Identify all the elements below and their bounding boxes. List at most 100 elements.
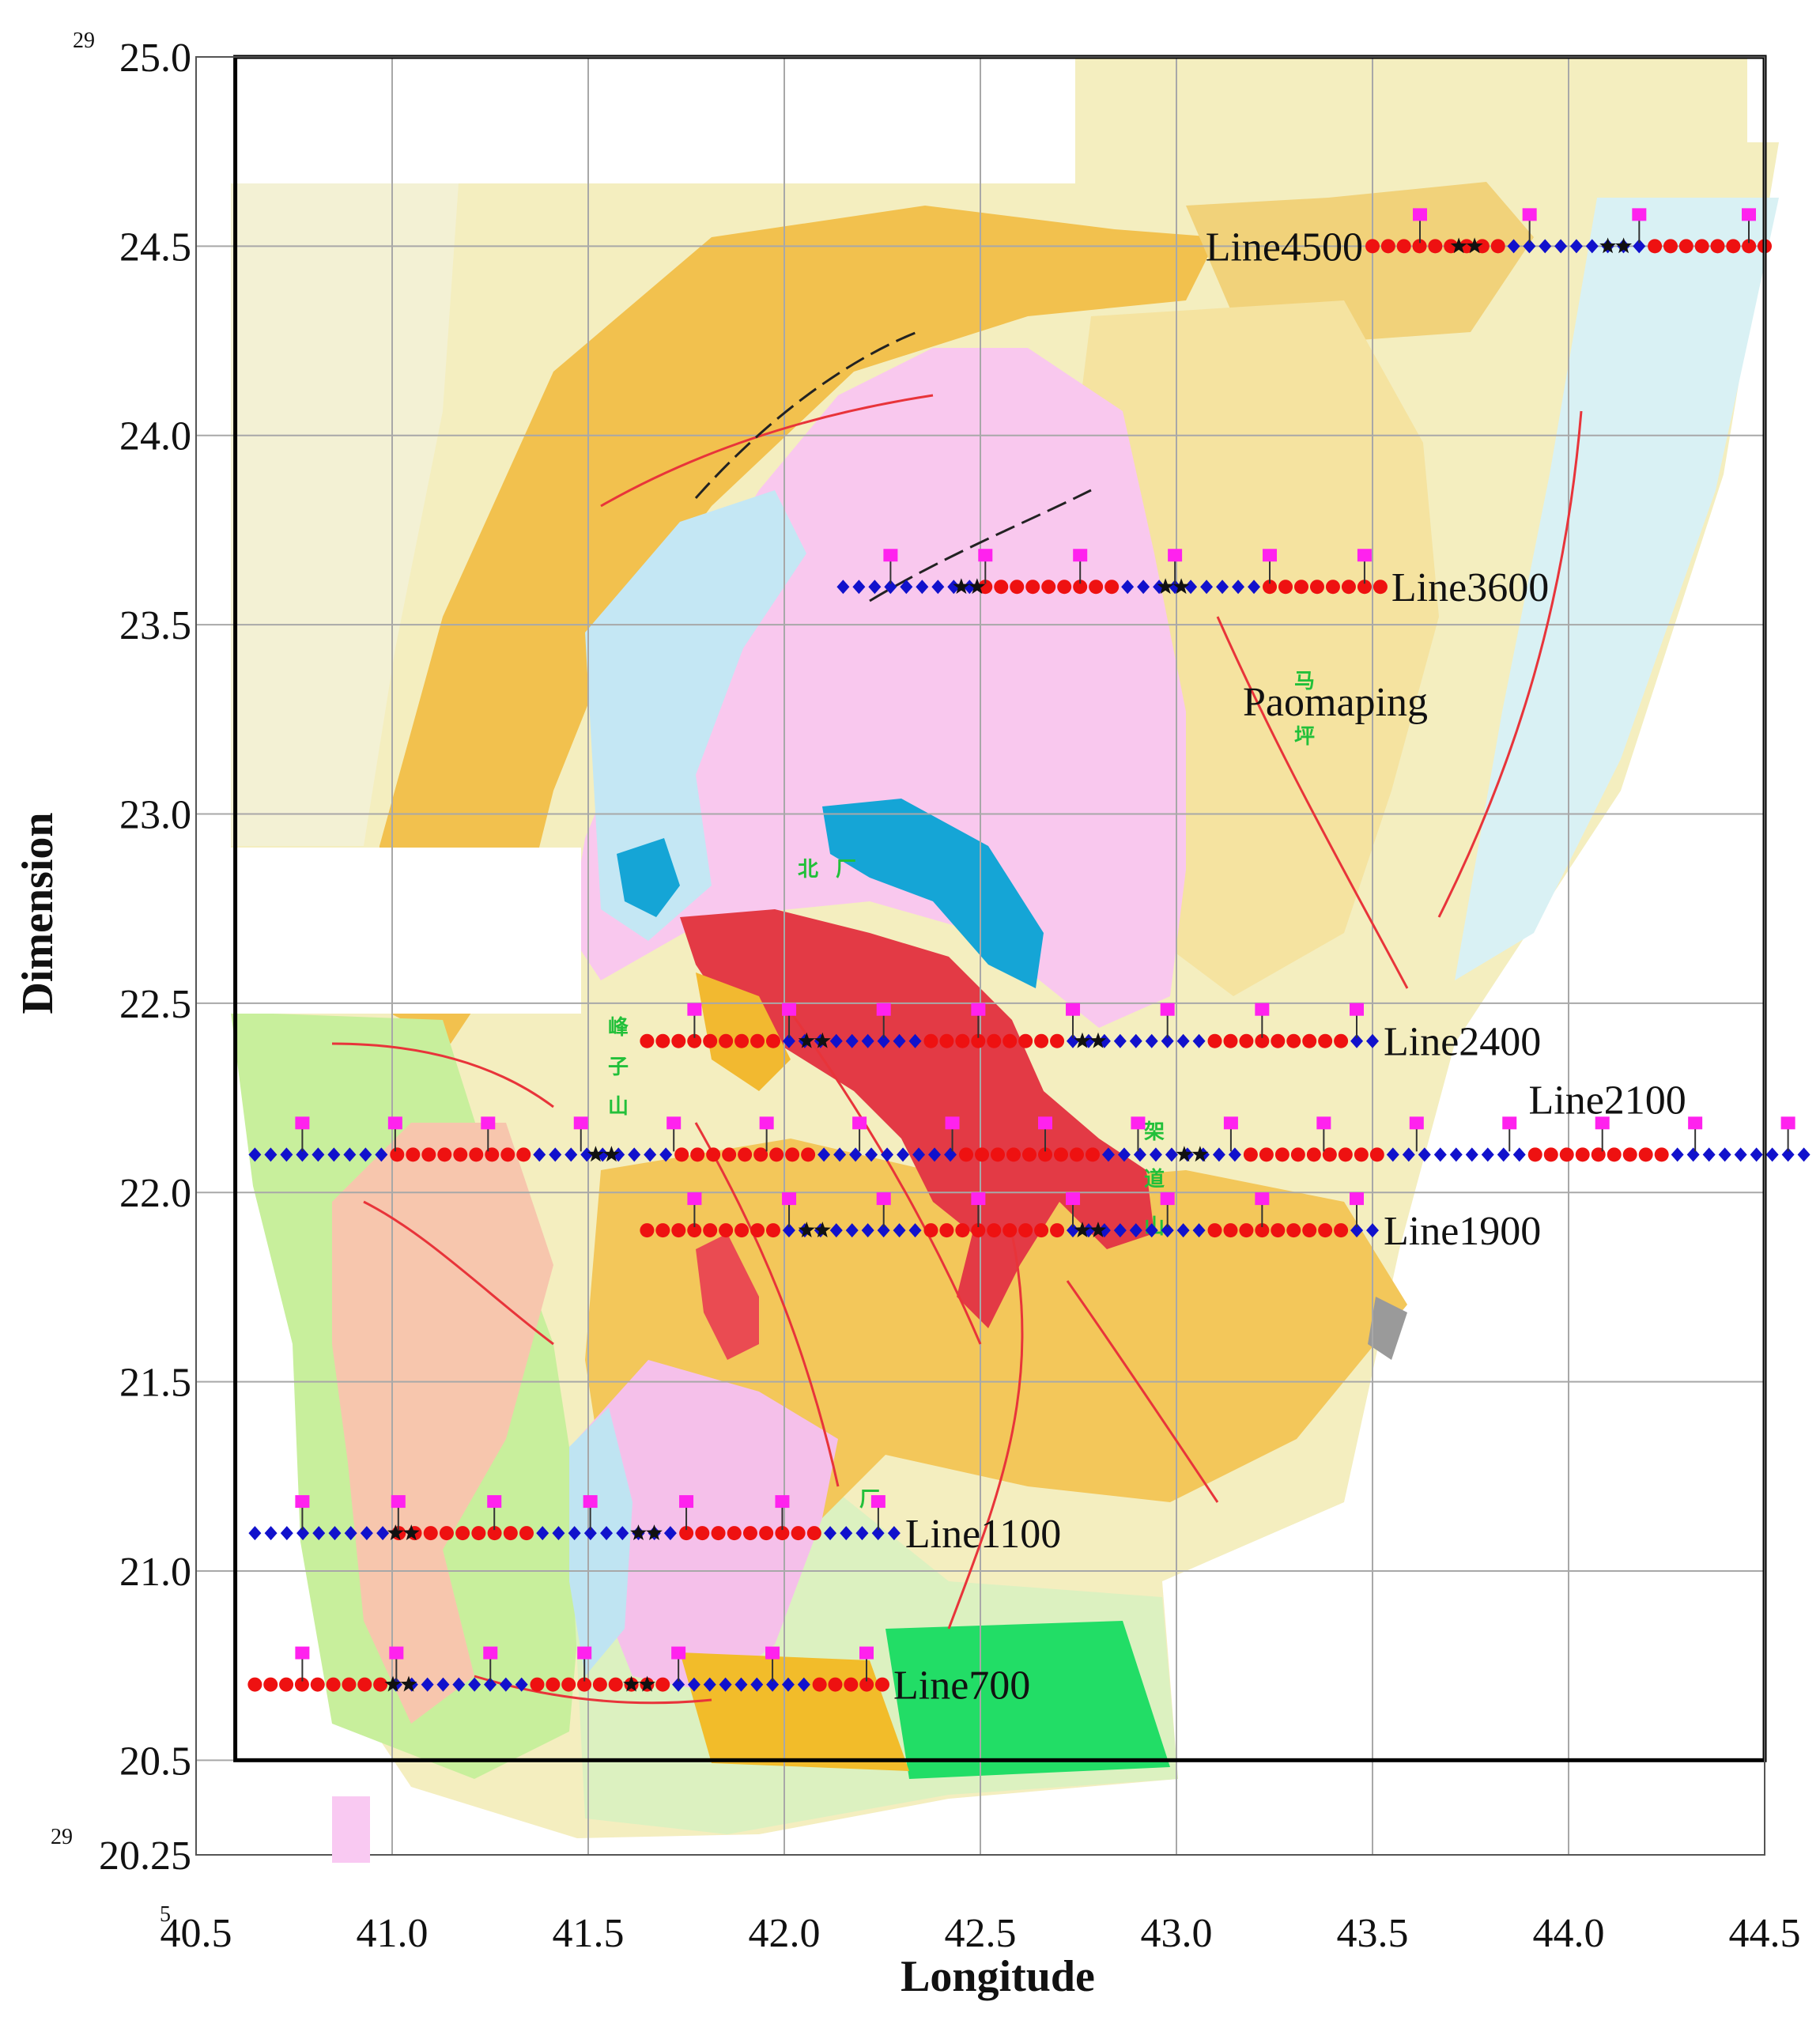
- blue-diamond-point: [360, 1526, 373, 1541]
- blue-diamond-point: [877, 1223, 890, 1238]
- blue-diamond-point: [499, 1677, 512, 1692]
- blue-diamond-point: [1161, 1223, 1174, 1238]
- magenta-square-marker: [883, 549, 898, 562]
- red-circle-point: [546, 1677, 561, 1692]
- red-circle-point: [975, 1147, 990, 1162]
- red-circle-point: [655, 1677, 670, 1692]
- red-circle-point: [1622, 1147, 1637, 1162]
- blue-diamond-point: [1734, 1147, 1747, 1162]
- blue-diamond-point: [600, 1526, 614, 1541]
- x-tick-label: 44.5: [1729, 1911, 1801, 1956]
- red-circle-point: [1710, 239, 1725, 254]
- red-circle-point: [1041, 580, 1056, 595]
- blue-diamond-point: [1129, 1033, 1142, 1048]
- red-circle-point: [1050, 1223, 1065, 1238]
- red-circle-point: [738, 1147, 753, 1162]
- y-tick-label: 20.25: [99, 1834, 191, 1879]
- blue-diamond-point: [1192, 1033, 1206, 1048]
- red-circle-point: [687, 1033, 702, 1048]
- blue-diamond-point: [1145, 1223, 1158, 1238]
- red-circle-point: [1369, 1147, 1384, 1162]
- blue-diamond-point: [515, 1677, 528, 1692]
- red-circle-point: [1278, 580, 1293, 595]
- blue-diamond-point: [928, 1147, 942, 1162]
- blue-diamond-point: [1137, 580, 1150, 595]
- red-circle-point: [1223, 1223, 1238, 1238]
- blue-diamond-point: [580, 1147, 594, 1162]
- blue-diamond-point: [549, 1147, 562, 1162]
- black-fault-lines: [694, 330, 1092, 602]
- magenta-square-marker: [387, 1116, 402, 1130]
- red-circle-point: [971, 1223, 986, 1238]
- red-circle-point: [806, 1526, 821, 1541]
- red-circle-point: [1302, 1033, 1317, 1048]
- magenta-square-marker: [759, 1116, 774, 1130]
- red-circle-point: [1025, 580, 1040, 595]
- red-circle-point: [844, 1677, 859, 1692]
- blue-diamond-point: [663, 1526, 677, 1541]
- blue-diamond-point: [1449, 1147, 1463, 1162]
- red-circle-point: [530, 1677, 545, 1692]
- black-star-marker: [798, 1222, 815, 1237]
- x-tick-label: 40.5: [160, 1911, 232, 1956]
- y-tick-label: 21.5: [119, 1361, 191, 1406]
- blue-diamond-point: [1569, 239, 1583, 254]
- red-circle-point: [1302, 1223, 1317, 1238]
- red-circle-point: [469, 1147, 484, 1162]
- red-circle-point: [1243, 1147, 1258, 1162]
- red-circle-point: [1444, 239, 1459, 254]
- chinese-place-labels: 马坪北厂峰子山架道山厂: [608, 670, 1315, 1512]
- blue-diamond-point: [327, 1147, 341, 1162]
- red-circle-point: [742, 1526, 757, 1541]
- blue-diamond-point: [376, 1526, 390, 1541]
- blue-diamond-point: [1497, 1147, 1510, 1162]
- blue-diamond-point: [908, 1033, 922, 1048]
- magenta-square-marker: [1066, 1192, 1081, 1206]
- black-star-marker: [1615, 237, 1633, 254]
- blue-diamond-point: [452, 1677, 466, 1692]
- red-circle-point: [1334, 1223, 1349, 1238]
- magenta-square-marker: [782, 1192, 797, 1206]
- blue-diamond-point: [296, 1147, 309, 1162]
- geology-layers: [231, 57, 1779, 1838]
- blue-diamond-point: [703, 1677, 716, 1692]
- red-circle-point: [727, 1526, 742, 1541]
- black-star-marker: [969, 578, 986, 595]
- red-circle-point: [1694, 239, 1709, 254]
- red-circle-point: [406, 1147, 421, 1162]
- blue-diamond-point: [734, 1677, 748, 1692]
- red-circle-point: [671, 1223, 686, 1238]
- blue-diamond-point: [1507, 239, 1520, 254]
- blue-diamond-point: [344, 1526, 357, 1541]
- blue-diamond-point: [912, 1147, 926, 1162]
- red-circle-point: [690, 1147, 705, 1162]
- magenta-square-marker: [295, 1116, 310, 1130]
- blue-diamond-point: [484, 1677, 497, 1692]
- magenta-square-marker: [666, 1116, 682, 1130]
- blue-diamond-point: [1350, 1033, 1364, 1048]
- blue-diamond-point: [829, 1033, 843, 1048]
- red-circle-point: [1543, 1147, 1558, 1162]
- blue-diamond-point: [893, 1033, 906, 1048]
- blue-diamond-point: [1117, 1147, 1131, 1162]
- magenta-square-marker: [782, 1003, 797, 1016]
- red-circle-point: [1475, 239, 1490, 254]
- blue-diamond-point: [552, 1526, 565, 1541]
- cn-place-glyph: 子: [608, 1056, 629, 1079]
- red-circle-point: [453, 1147, 468, 1162]
- red-circle-point: [485, 1147, 500, 1162]
- red-circle-point: [1318, 1033, 1333, 1048]
- outer-frame: [195, 56, 1765, 1856]
- red-circle-point: [687, 1223, 702, 1238]
- red-circle-point: [373, 1677, 388, 1692]
- blue-diamond-point: [840, 1526, 853, 1541]
- black-star-marker: [1191, 1146, 1209, 1162]
- magenta-square-marker: [859, 1646, 874, 1660]
- survey-line-line3600: Line3600: [836, 549, 1549, 610]
- black-star-marker: [1599, 237, 1617, 254]
- blue-diamond-point: [1539, 239, 1552, 254]
- y-tick-label: 20.5: [119, 1739, 191, 1784]
- black-star-marker: [1466, 237, 1483, 254]
- red-circle-point: [785, 1147, 800, 1162]
- magenta-square-marker: [978, 549, 993, 562]
